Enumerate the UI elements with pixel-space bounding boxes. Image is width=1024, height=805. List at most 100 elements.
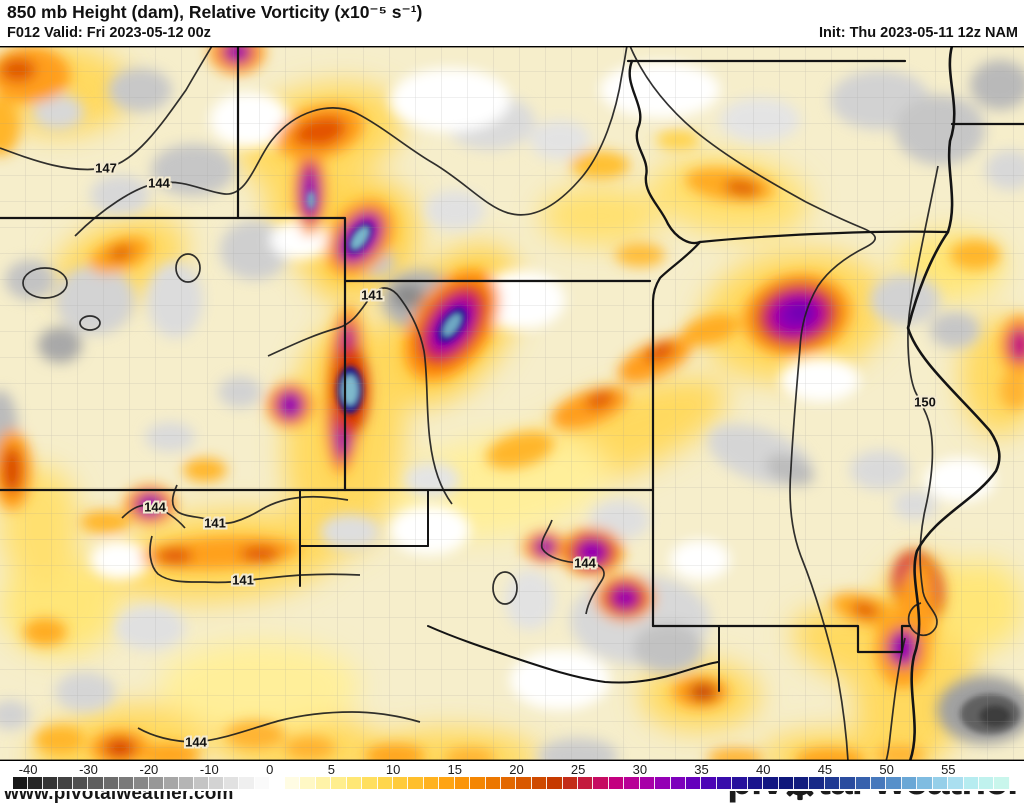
colorbar-cell	[58, 777, 74, 789]
colorbar-cell	[732, 777, 748, 789]
colorbar-cell	[871, 777, 887, 789]
height-contour-line	[907, 165, 939, 636]
colorbar-tick: -30	[79, 762, 98, 777]
map-bottom-frame	[0, 759, 1024, 761]
colorbar-cell	[500, 777, 517, 789]
colorbar-cell	[562, 777, 579, 789]
colorbar-swatches	[13, 777, 1010, 789]
height-contour-line	[267, 287, 453, 505]
colorbar-cell	[194, 777, 210, 789]
colorbar-cell	[377, 777, 393, 789]
chart-header: 850 mb Height (dam), Relative Vorticity …	[0, 0, 1024, 46]
height-contour-line	[629, 46, 876, 761]
colorbar-cell	[362, 777, 378, 789]
colorbar-cell	[793, 777, 810, 789]
colorbar-cell	[315, 777, 332, 789]
colorbar-cell	[43, 777, 59, 789]
colorbar-cell	[163, 777, 180, 789]
colorbar-cell	[103, 777, 119, 789]
colorbar-cell	[685, 777, 702, 789]
state-border-line	[628, 59, 702, 245]
colorbar-cell	[840, 777, 856, 789]
colorbar-cell	[239, 777, 255, 789]
colorbar-cell	[13, 777, 29, 789]
colorbar-cell	[948, 777, 964, 789]
colorbar-cell	[670, 777, 686, 789]
state-border-line	[698, 230, 950, 244]
colorbar-cell	[963, 777, 979, 789]
height-contour-line	[149, 535, 361, 584]
colorbar-cell	[285, 777, 301, 789]
colorbar-cell	[932, 777, 949, 789]
colorbar-tick: -10	[199, 762, 219, 777]
contour-label: 144	[574, 556, 596, 571]
contour-label: 144	[144, 500, 166, 515]
contour-label: 147	[95, 161, 117, 176]
vorticity-map-canvas: 147 144 141 150 144 141 141 144 144	[0, 46, 1024, 761]
colorbar-cell	[254, 777, 270, 789]
colorbar-cell	[886, 777, 902, 789]
colorbar-cell	[608, 777, 625, 789]
colorbar-cell	[209, 777, 225, 789]
colorbar-tick: 40	[755, 762, 771, 777]
colorbar-tick: 0	[266, 762, 274, 777]
state-border-line	[0, 216, 652, 283]
height-contour-line	[540, 519, 605, 615]
colorbar-tick: 45	[817, 762, 833, 777]
height-contour-line	[0, 46, 213, 171]
county-grid	[0, 46, 1024, 761]
state-border-line	[906, 46, 1001, 761]
colorbar-tick: 30	[632, 762, 648, 777]
colorbar-cell	[269, 777, 286, 789]
colorbar-cell	[346, 777, 363, 789]
colorbar-cell	[824, 777, 841, 789]
chart-title: 850 mb Height (dam), Relative Vorticity …	[7, 2, 423, 22]
state-border-line	[651, 624, 912, 654]
colorbar-cell	[73, 777, 89, 789]
colorbar-tick-labels: -40 -30 -20 -10 0 5 10 15 20 25 30 35 40 45 50 55	[0, 761, 1024, 777]
colorbar-tick: -40	[18, 762, 38, 777]
colorbar-cell	[747, 777, 764, 789]
colorbar-cell	[701, 777, 717, 789]
colorbar-cell	[547, 777, 563, 789]
forecast-map: 147 144 141 150 144 141 141 144 144 www.pivotalw…	[0, 46, 1024, 804]
height-contour-closed	[79, 315, 101, 331]
colorbar-cell	[901, 777, 918, 789]
colorbar-cell	[118, 777, 134, 789]
map-top-frame	[0, 46, 1024, 48]
colorbar-cell	[148, 777, 164, 789]
colorbar-tick: 10	[385, 762, 401, 777]
colorbar-tick: 20	[509, 762, 524, 777]
colorbar-cell	[224, 777, 240, 789]
state-border-line	[427, 625, 719, 684]
contour-label: 141	[232, 573, 254, 588]
colorbar-cell	[639, 777, 656, 789]
colorbar: -40 -30 -20 -10 0 5 10 15 20 25 30 35 40 45 50 55	[0, 761, 1024, 791]
colorbar-cell	[485, 777, 501, 789]
colorbar-cell	[88, 777, 104, 789]
colorbar-tick: -20	[139, 762, 159, 777]
height-contour-closed	[22, 267, 68, 299]
height-contour-line	[121, 504, 186, 529]
height-contour-line	[171, 484, 349, 525]
colorbar-cell	[516, 777, 532, 789]
colorbar-cell	[624, 777, 640, 789]
colorbar-cell	[408, 777, 424, 789]
contour-label: 144	[185, 735, 207, 750]
contour-labels: 147 144 141 150 144 141 141 144 144	[93, 159, 938, 752]
colorbar-cell	[593, 777, 609, 789]
colorbar-cell	[655, 777, 671, 789]
height-contours	[0, 46, 939, 761]
height-contour-line	[74, 46, 628, 237]
colorbar-tick: 15	[447, 762, 462, 777]
colorbar-cell	[470, 777, 486, 789]
colorbar-tick: 25	[570, 762, 586, 777]
colorbar-tick: 5	[327, 762, 336, 777]
colorbar-cell	[763, 777, 779, 789]
colorbar-cell	[331, 777, 347, 789]
colorbar-cell	[439, 777, 455, 789]
colorbar-cell	[994, 777, 1010, 789]
state-border-line	[651, 240, 702, 628]
height-contour-line	[885, 637, 906, 761]
